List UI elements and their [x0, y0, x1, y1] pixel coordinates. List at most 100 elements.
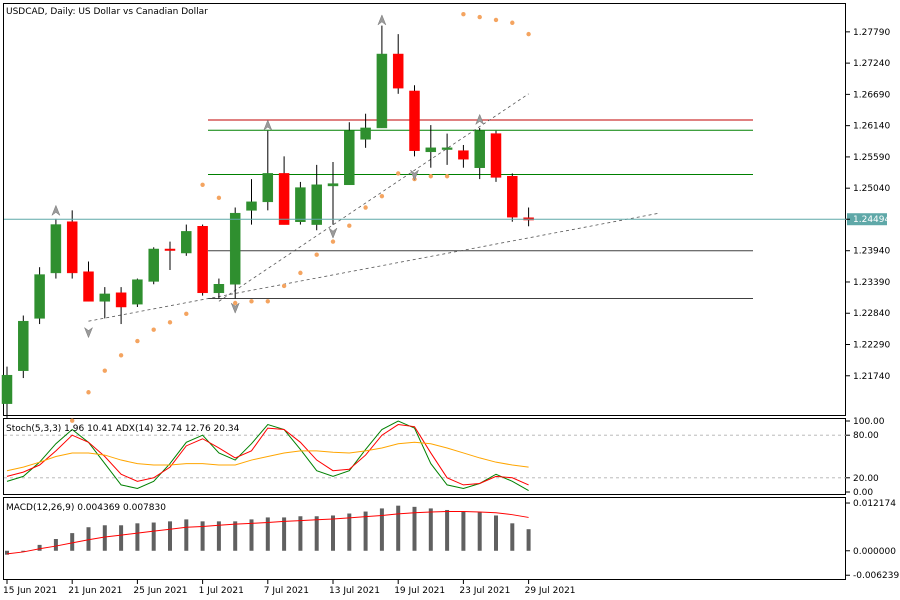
bull-candle: [229, 212, 241, 285]
macd-bar: [53, 539, 58, 551]
bull-candle: [327, 183, 339, 187]
y-tick-label: 1.24494: [853, 215, 890, 225]
macd-bar: [86, 527, 91, 551]
candles: [1, 25, 534, 418]
bear-candle: [490, 133, 502, 178]
stoch-main-line: [6, 420, 529, 492]
price-tag: [847, 213, 887, 226]
macd-bar: [216, 521, 221, 551]
bull-candle: [311, 184, 322, 225]
macd-bar: [282, 517, 287, 551]
macd-bar: [314, 516, 319, 551]
macd-tick-label: 0.000000: [853, 547, 896, 557]
stoch-pane-frame: [3, 418, 846, 495]
psar-dot: [363, 205, 368, 210]
fractal-down-arrow: [328, 227, 338, 239]
x-tick-label: 25 Jun 2021: [133, 586, 187, 596]
x-tick-label: 29 Jul 2021: [525, 586, 576, 596]
macd-bar: [151, 522, 156, 551]
bear-candle: [197, 226, 208, 294]
trendline: [88, 212, 660, 322]
macd-bar: [233, 521, 238, 551]
macd-bar: [494, 515, 498, 551]
stoch-adx-line: [6, 441, 529, 472]
psar-dot: [216, 195, 222, 201]
x-tick-label: 13 Jul 2021: [329, 586, 380, 596]
psar-dot: [265, 299, 270, 304]
trendline: [218, 93, 529, 302]
macd-pane-frame: [3, 497, 846, 580]
bear-candle: [278, 173, 290, 225]
bull-candle: [344, 130, 355, 186]
bull-candle: [148, 248, 159, 282]
y-tick-label: 1.26140: [853, 122, 890, 132]
psar-dot: [86, 390, 91, 395]
psar-dot: [347, 223, 352, 228]
psar-dot: [428, 174, 433, 179]
parabolic-sar: [70, 12, 531, 423]
bear-candle: [392, 53, 404, 89]
y-tick-label: 1.25040: [853, 184, 890, 194]
bull-candle: [376, 53, 388, 129]
macd-bar: [298, 516, 303, 551]
stoch-y-axis: 100.00 80.00 20.00 0.00: [846, 417, 885, 498]
macd-bar: [477, 512, 482, 551]
macd-signal-line: [6, 511, 529, 555]
y-tick-label: 1.22840: [853, 309, 890, 319]
psar-dot: [444, 174, 450, 179]
macd-bar: [70, 533, 75, 551]
macd-bar: [249, 519, 254, 551]
psar-dot: [249, 299, 254, 304]
stoch-tick-label: 80.00: [853, 431, 879, 441]
fractal-up-arrow: [377, 14, 387, 26]
macd-bar: [5, 550, 9, 555]
macd-tick-label: 0.012174: [853, 499, 896, 509]
psar-dot: [330, 239, 336, 244]
psar-dot: [396, 171, 401, 176]
psar-dot: [184, 311, 189, 317]
psar-dot: [281, 283, 287, 289]
bull-candle: [18, 320, 29, 371]
trendlines: [88, 93, 660, 322]
psar-dot: [118, 353, 124, 358]
bull-candle: [474, 130, 485, 168]
y-tick-label: 1.27240: [853, 59, 890, 69]
bull-candle: [132, 279, 143, 305]
psar-dot: [70, 418, 75, 423]
bull-candle: [99, 293, 111, 302]
macd-bar: [37, 544, 42, 551]
bear-candle: [83, 271, 94, 302]
macd-bar: [461, 511, 466, 551]
psar-dot: [233, 300, 238, 306]
bear-candle: [115, 292, 127, 308]
x-tick-label: 1 Jul 2021: [199, 586, 244, 596]
bull-candle: [181, 231, 192, 254]
macd-bars: [5, 505, 531, 555]
bull-candle: [213, 284, 225, 294]
bull-candle: [360, 127, 371, 140]
psar-dot: [314, 252, 319, 257]
macd-bar: [119, 525, 124, 551]
psar-dot: [151, 327, 156, 332]
main-pane-frame: [3, 3, 846, 416]
macd-bar: [21, 550, 26, 552]
fractal-up-arrow: [51, 204, 61, 217]
psar-dot: [493, 17, 499, 23]
psar-dot: [477, 14, 482, 20]
psar-dot: [526, 31, 531, 37]
y-tick-label: 1.23940: [853, 247, 890, 257]
x-tick-label: 15 Jun 2021: [3, 586, 57, 596]
stoch-tick-label: 0.00: [853, 488, 873, 498]
y-tick-label: 1.27790: [853, 28, 890, 38]
macd-bar: [363, 511, 368, 551]
fractal-down-arrow: [83, 326, 94, 339]
stoch-signal-line: [6, 424, 529, 486]
x-tick-label: 19 Jul 2021: [394, 586, 445, 596]
macd-bar: [428, 508, 433, 551]
macd-bar: [347, 513, 352, 551]
bull-candle: [425, 147, 437, 153]
current-price-line: [4, 213, 887, 226]
x-tick-label: 7 Jul 2021: [264, 586, 309, 596]
